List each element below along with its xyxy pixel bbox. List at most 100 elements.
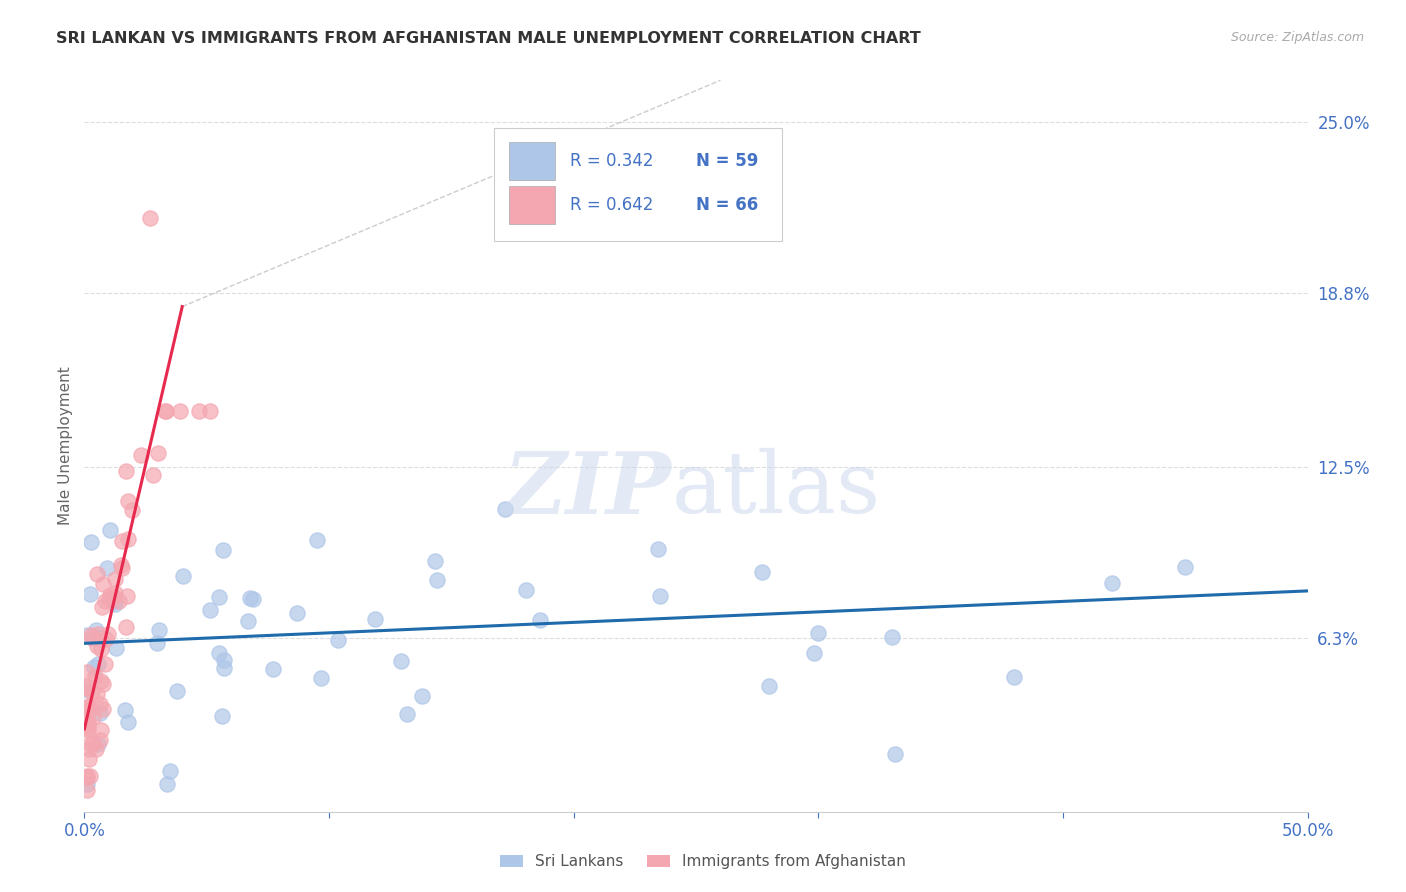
Point <box>172 569 194 583</box>
Point <box>89 632 111 646</box>
Point <box>214 653 236 667</box>
Point <box>80 628 103 642</box>
Point <box>117 493 139 508</box>
Point <box>79 587 101 601</box>
Text: Source: ZipAtlas.com: Source: ZipAtlas.com <box>1230 31 1364 45</box>
Point <box>91 677 114 691</box>
Point <box>90 674 112 689</box>
Point <box>188 404 211 418</box>
Point <box>211 709 233 723</box>
Point <box>1174 560 1197 574</box>
Point <box>82 736 104 750</box>
Point <box>1002 670 1025 684</box>
Point <box>76 721 98 735</box>
Point <box>89 697 111 711</box>
Point <box>211 543 233 558</box>
Point <box>80 631 103 645</box>
Point <box>751 565 773 579</box>
Point <box>389 654 412 668</box>
Point <box>103 597 125 611</box>
Point <box>395 706 418 721</box>
Point <box>129 449 152 463</box>
Point <box>214 661 236 675</box>
Point <box>121 503 143 517</box>
Point <box>494 502 516 516</box>
Point <box>104 585 127 599</box>
Point <box>98 588 121 602</box>
Point <box>98 592 121 607</box>
Point <box>87 657 110 671</box>
Point <box>166 684 188 698</box>
Point <box>411 689 433 703</box>
Point <box>242 592 264 607</box>
Point <box>117 532 139 546</box>
Point <box>114 464 136 478</box>
Point <box>76 771 98 785</box>
Point <box>76 715 98 730</box>
Point <box>155 404 177 418</box>
Point <box>236 614 259 628</box>
Point <box>108 594 131 608</box>
Point <box>77 698 100 713</box>
Point <box>94 657 117 672</box>
Point <box>76 723 98 738</box>
Point <box>117 714 139 729</box>
Point <box>84 623 107 637</box>
Point <box>198 404 221 418</box>
Point <box>89 733 111 747</box>
Point <box>285 606 308 620</box>
Point <box>89 706 111 720</box>
Point <box>111 561 134 575</box>
Point <box>86 687 108 701</box>
Point <box>76 769 98 783</box>
Point <box>77 752 100 766</box>
Point <box>94 594 117 608</box>
Point <box>529 613 551 627</box>
Point <box>198 603 221 617</box>
Point <box>758 679 780 693</box>
Point <box>77 720 100 734</box>
Point <box>80 534 103 549</box>
Point <box>426 573 449 587</box>
Point <box>159 764 181 779</box>
Legend: Sri Lankans, Immigrants from Afghanistan: Sri Lankans, Immigrants from Afghanistan <box>494 848 912 875</box>
Point <box>647 541 669 556</box>
Text: atlas: atlas <box>672 449 880 532</box>
Point <box>91 577 114 591</box>
Text: SRI LANKAN VS IMMIGRANTS FROM AFGHANISTAN MALE UNEMPLOYMENT CORRELATION CHART: SRI LANKAN VS IMMIGRANTS FROM AFGHANISTA… <box>56 31 921 46</box>
Point <box>86 567 108 582</box>
Point <box>146 636 169 650</box>
Point <box>114 703 136 717</box>
Y-axis label: Male Unemployment: Male Unemployment <box>58 367 73 525</box>
Point <box>82 685 104 699</box>
Point <box>76 699 98 714</box>
Point <box>208 646 231 660</box>
Point <box>305 533 328 548</box>
Point <box>153 404 176 418</box>
Point <box>76 715 98 730</box>
Point <box>104 573 127 587</box>
Point <box>87 737 110 751</box>
Point <box>87 626 110 640</box>
Point <box>82 710 104 724</box>
Point <box>90 723 112 738</box>
Point <box>94 632 117 647</box>
Text: N = 66: N = 66 <box>696 195 758 213</box>
Point <box>76 627 98 641</box>
Text: N = 59: N = 59 <box>696 152 758 169</box>
Point <box>79 738 101 752</box>
Point <box>883 747 905 761</box>
Point <box>90 641 112 656</box>
Point <box>96 561 118 575</box>
Point <box>114 620 136 634</box>
Point <box>76 682 98 697</box>
Text: R = 0.642: R = 0.642 <box>569 195 654 213</box>
Point <box>76 782 98 797</box>
FancyBboxPatch shape <box>494 128 782 241</box>
Point <box>83 660 105 674</box>
Point <box>77 742 100 756</box>
Bar <box>509 186 555 224</box>
Point <box>363 612 385 626</box>
Point <box>103 593 125 607</box>
Point <box>146 445 169 459</box>
